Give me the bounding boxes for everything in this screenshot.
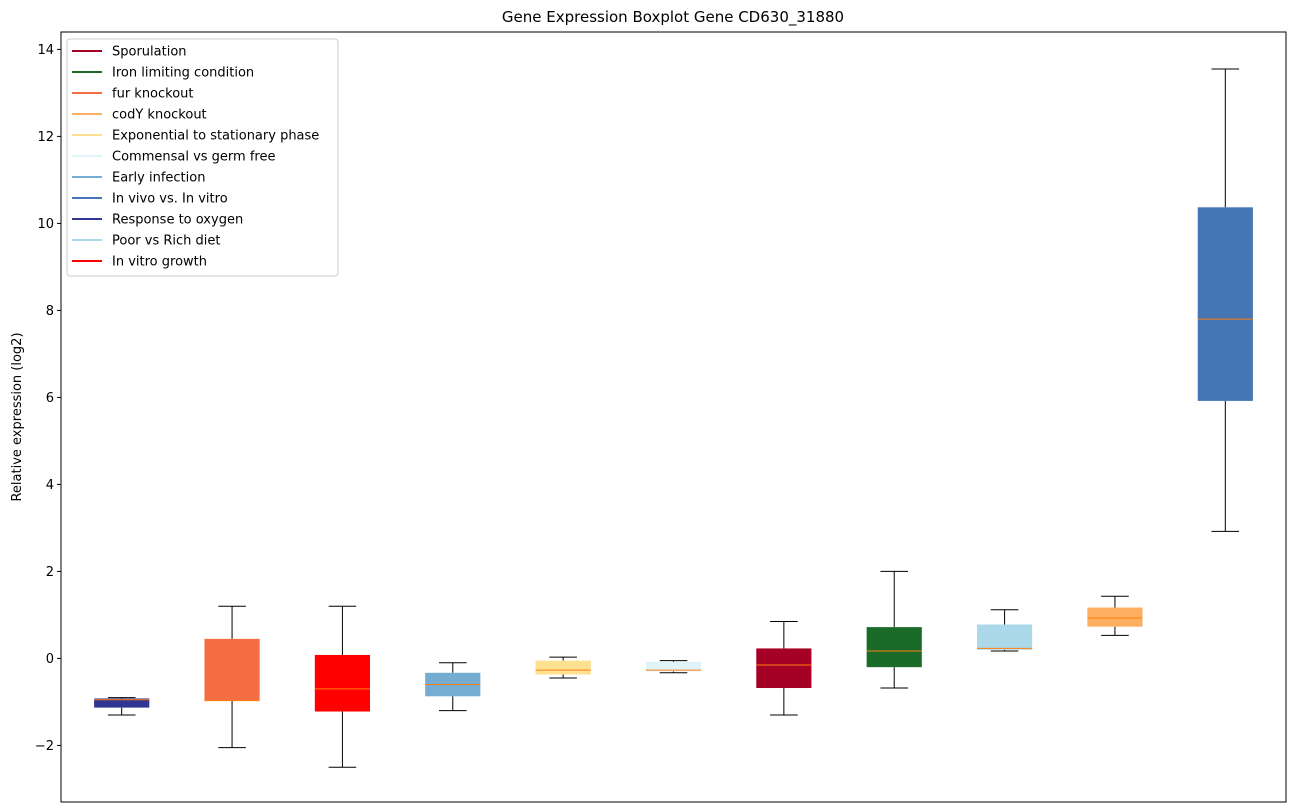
box-group [1087,595,1143,636]
box-body [866,627,922,668]
y-tick-label: 8 [46,304,54,319]
box-group [535,656,591,679]
y-tick-label: 2 [46,565,54,580]
box-body [1087,607,1143,627]
box-body [1197,207,1253,401]
legend: Sporulation Iron limiting condition fur kn… [66,38,339,277]
legend-entry: Poor vs Rich diet [112,234,220,249]
y-axis-label: Relative expression (log2) [10,332,25,501]
y-tick-label: 14 [37,43,54,58]
y-tick-label: 10 [37,217,54,232]
box-body [94,698,150,708]
box-group [976,609,1033,652]
box-body [756,648,812,689]
box-group [94,697,150,716]
box-group [756,620,812,716]
box-body [204,638,260,701]
chart-title: Gene Expression Boxplot Gene CD630_31880 [502,8,844,27]
legend-entry: Response to oxygen [112,213,243,228]
legend-frame [66,38,339,277]
box-group [204,605,260,749]
y-tick-label: 12 [37,130,54,145]
y-tick-label: 6 [46,391,54,406]
plot-area [94,68,1253,768]
plot-frame [60,31,1287,803]
legend-entry: Iron limiting condition [112,66,254,81]
y-tick-label: 4 [46,478,54,493]
legend-entry: Commensal vs germ free [112,150,275,165]
box-body [535,660,591,675]
box-group [866,570,922,689]
legend-entry: In vivo vs. In vitro [112,192,228,207]
y-tick-label: 0 [46,652,54,667]
box-body [645,661,702,672]
box-group [425,662,481,712]
legend-entry: Exponential to stationary phase [112,129,319,144]
box-group [314,605,371,768]
box-body [314,654,371,712]
legend-entry: Early infection [112,171,205,186]
y-tick-label: −2 [35,739,54,754]
legend-entry: fur knockout [112,87,194,102]
box-group [1197,68,1253,532]
legend-entry: Sporulation [112,45,187,60]
y-axis: −2 0 2 4 6 8 10 12 14 [35,43,61,754]
legend-entry: In vitro growth [112,255,207,270]
box-group [645,660,702,674]
legend-entry: codY knockout [112,108,207,123]
box-body [976,624,1033,650]
